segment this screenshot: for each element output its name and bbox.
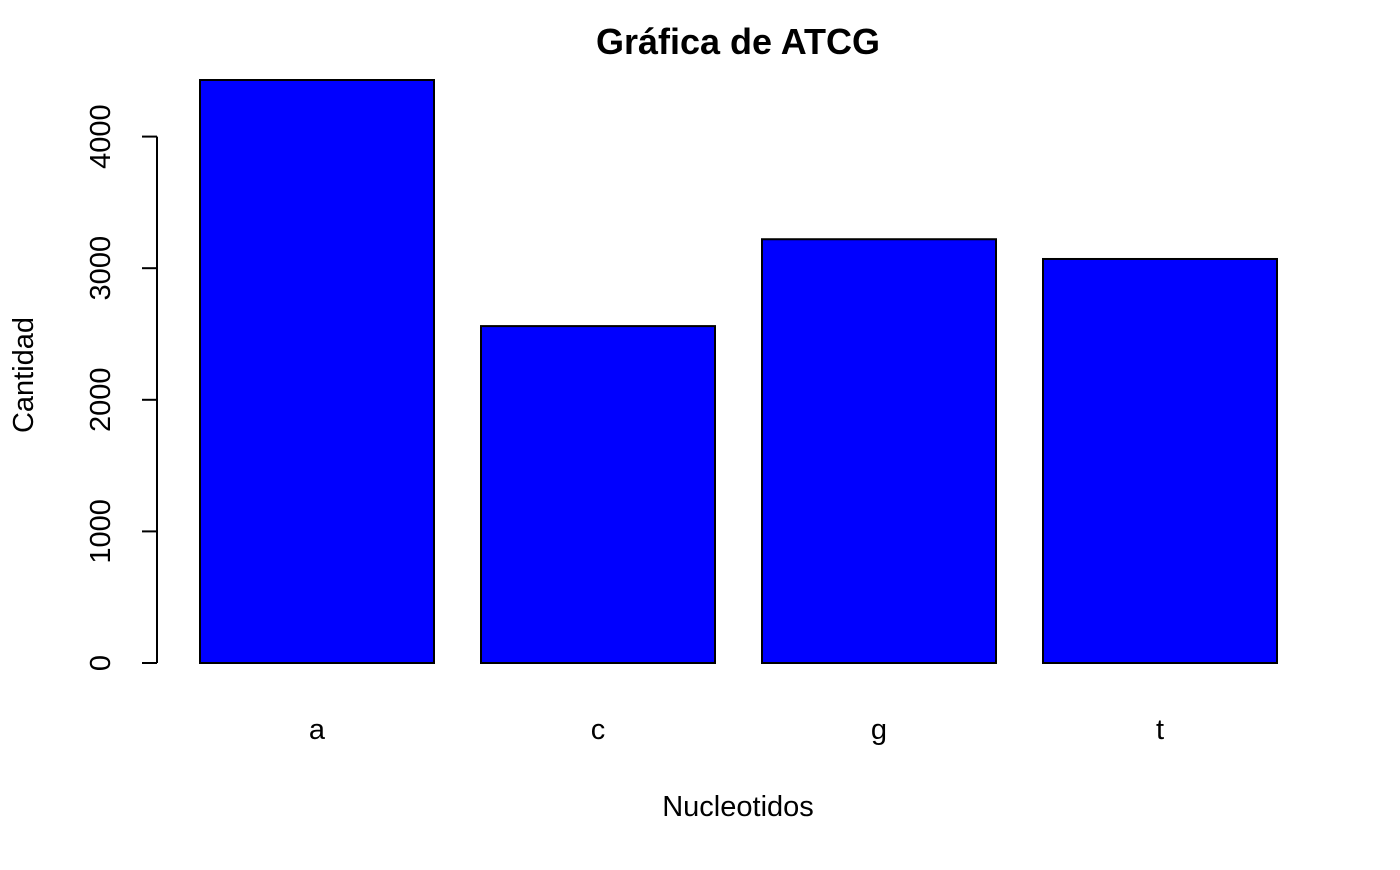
bar-a	[199, 79, 435, 664]
x-tick-label: a	[309, 714, 326, 746]
chart-title: Gráfica de ATCG	[596, 21, 880, 62]
bars-group	[199, 79, 1278, 664]
y-tick-label: 2000	[85, 368, 117, 433]
x-tick-label: c	[591, 714, 606, 746]
x-tick-label: t	[1156, 714, 1164, 746]
y-tick-label: 1000	[85, 499, 117, 564]
y-axis: 0 1000 2000 3000 4000	[85, 104, 158, 671]
y-tick-label: 4000	[85, 104, 117, 169]
y-tick-label: 0	[85, 655, 117, 671]
y-tick-label: 3000	[85, 236, 117, 301]
bar-g	[761, 238, 997, 664]
x-axis-title: Nucleotidos	[662, 791, 814, 823]
bar-t	[1042, 257, 1278, 664]
y-axis-title: Cantidad	[8, 317, 40, 433]
bar-c	[480, 325, 716, 664]
x-tick-label: g	[871, 714, 887, 746]
